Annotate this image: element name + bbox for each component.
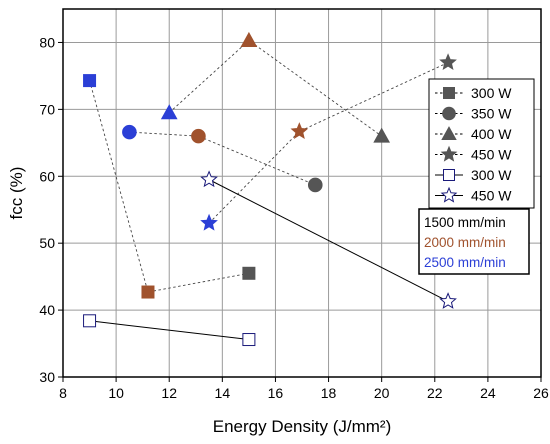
series-line-2 [168,39,382,137]
legend-label: 450 W [471,188,512,204]
data-point [290,122,309,139]
speed-legend-label: 2000 mm/min [424,235,506,250]
axis-ticks: 8 10 12 14 16 18 20 22 24 26 30 40 50 60 70 80 [39,34,549,401]
x-tick-label: 12 [161,385,177,401]
y-tick-label: 70 [39,101,55,117]
legend-label: 300 W [471,85,512,101]
data-point [83,74,97,88]
legend-marker [442,106,456,121]
markers [83,31,457,347]
data-point [240,31,258,47]
y-tick-label: 80 [39,34,55,50]
data-point [373,127,391,143]
series-line-4 [89,320,249,341]
data-point [242,266,256,280]
x-tick-label: 10 [108,385,124,401]
legend-marker [440,145,458,162]
data-point [200,170,218,188]
y-tick-label: 60 [39,168,55,184]
data-point [242,333,256,347]
legend-label: 450 W [471,147,512,163]
x-tick-label: 18 [321,385,337,401]
data-point [141,285,155,299]
legend-marker [440,186,458,203]
x-axis-label: Energy Density (J/mm²) [213,417,392,436]
speed-legend: 1500 mm/min 2000 mm/min 2500 mm/min [418,208,530,275]
legend-marker [441,126,457,140]
data-point [83,314,97,328]
speed-legend-label: 2500 mm/min [424,255,506,270]
y-tick-label: 30 [39,369,55,385]
legend: 300 W 350 W 400 W 450 W 300 W 450 W [428,78,535,209]
data-point [307,177,323,193]
data-point [200,213,218,231]
legend-box [428,78,535,209]
speed-legend-label: 1500 mm/min [424,215,506,230]
x-tick-label: 16 [268,385,284,401]
legend-label: 350 W [471,106,512,122]
data-point [122,124,137,140]
data-point [160,104,178,120]
data-point [191,128,206,144]
data-point [439,292,457,309]
y-tick-label: 50 [39,235,55,251]
legend-marker [443,87,455,99]
legend-label: 400 W [471,126,512,142]
plot-frame [62,8,542,378]
series-lines [89,39,449,341]
x-tick-label: 14 [215,385,231,401]
x-tick-label: 8 [59,385,67,401]
x-tick-label: 22 [427,385,443,401]
speed-legend-box [418,208,530,275]
x-tick-label: 24 [480,385,496,401]
series-line-5 [208,179,449,302]
legend-marker [443,169,455,181]
x-tick-label: 26 [533,385,549,401]
x-tick-label: 20 [374,385,390,401]
y-tick-label: 40 [39,302,55,318]
data-point [439,53,457,71]
legend-label: 300 W [471,167,512,183]
y-axis-label: fcc (%) [7,167,26,220]
